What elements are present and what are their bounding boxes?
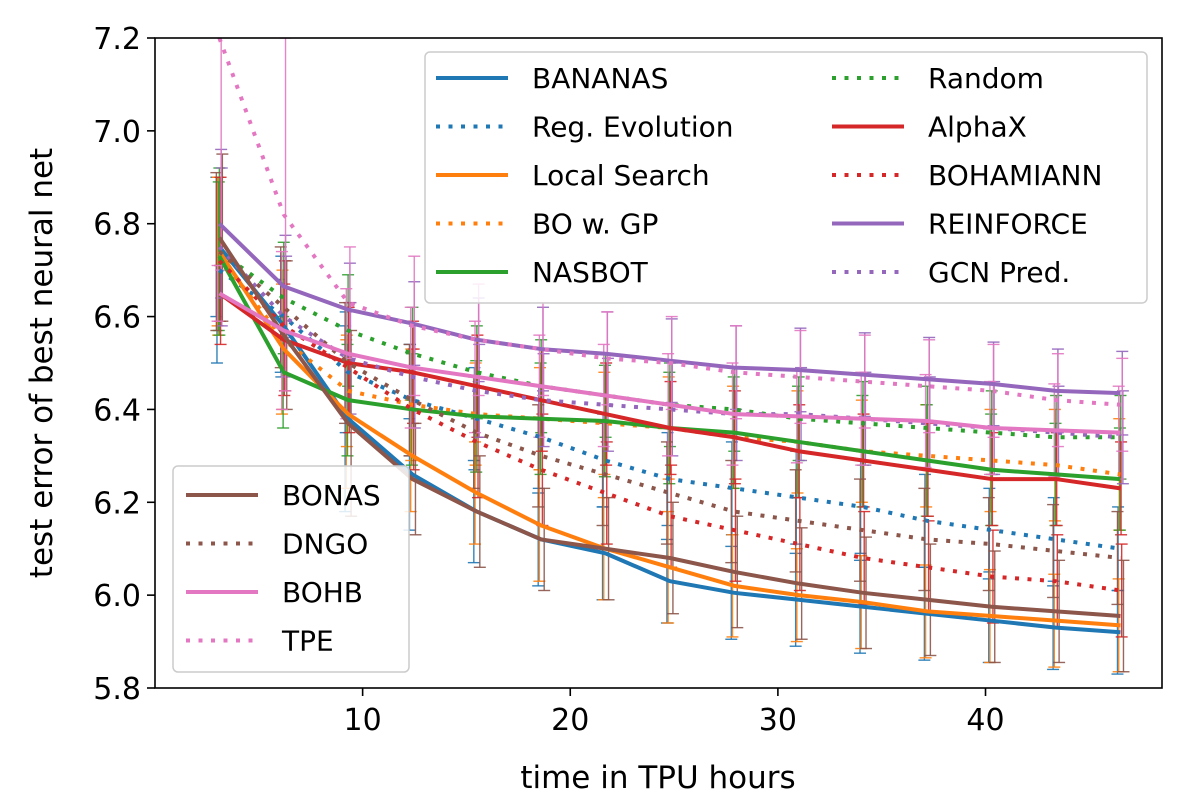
legend-label-dngo: DNGO <box>282 528 368 561</box>
y-tick-label: 6.4 <box>93 393 141 428</box>
tpe-line <box>217 38 1121 407</box>
legend-entry-reinforce: REINFORCE <box>832 208 1088 241</box>
legend-entry-gcn-pred: GCN Pred. <box>832 256 1070 289</box>
legend-label-bananas: BANANAS <box>532 62 668 95</box>
legend-label-bohamiann: BOHAMIANN <box>928 159 1102 192</box>
x-tick-label: 30 <box>759 703 797 738</box>
legend-entry-bananas: BANANAS <box>436 62 668 95</box>
legend-entry-local-search: Local Search <box>436 159 710 192</box>
legend-label-bonas: BONAS <box>282 479 381 512</box>
legend-label-random: Random <box>928 62 1044 95</box>
legend-entry-dngo: DNGO <box>186 528 368 561</box>
y-axis-title: test error of best neural net <box>24 148 60 578</box>
y-tick-label: 7.2 <box>93 22 141 57</box>
plot-frame <box>154 37 1163 689</box>
legend-label-local-search: Local Search <box>532 159 710 192</box>
legend-main: BANANAS Reg. Evolution Local Search BO w. G… <box>424 51 1148 304</box>
bohb-line <box>218 291 1121 435</box>
y-tick-label: 6.8 <box>93 208 141 243</box>
x-axis-title: time in TPU hours <box>520 760 795 796</box>
legend-label-reinforce: REINFORCE <box>928 208 1088 241</box>
legend-entry-nasbot: NASBOT <box>436 256 649 289</box>
legend-label-nasbot: NASBOT <box>532 256 649 289</box>
legend-entry-bohb: BOHB <box>186 576 363 609</box>
legend-label-tpe: TPE <box>281 625 334 658</box>
y-tick-label: 7.0 <box>93 115 141 150</box>
y-tick-label: 5.8 <box>93 672 141 707</box>
legend-secondary: BONAS DNGO BOHB TPE <box>172 465 410 673</box>
local-search-line <box>217 250 1121 628</box>
y-tick-label: 6.0 <box>93 579 141 614</box>
bonas-line <box>217 236 1121 619</box>
reg-evolution-line <box>218 268 1121 551</box>
legend-label-gcn-pred: GCN Pred. <box>928 256 1070 289</box>
axes-layer: 10 20 30 40 5.8 6.0 6.2 6.4 6.6 6.8 7.0 7.2 <box>93 22 1004 738</box>
y-tick-label: 6.6 <box>93 301 141 336</box>
x-tick-label: 20 <box>551 703 589 738</box>
x-tick-label: 40 <box>966 703 1004 738</box>
legend-entry-bohamiann: BOHAMIANN <box>832 159 1102 192</box>
bo-w-gp-line <box>217 254 1121 477</box>
legend-main-box <box>424 51 1148 304</box>
legend-label-bohb: BOHB <box>282 576 363 609</box>
y-tick-label: 6.2 <box>93 486 141 521</box>
legend-label-alphax: AlphaX <box>928 111 1027 144</box>
legend-entry-alphax: AlphaX <box>832 111 1027 144</box>
legend-entry-tpe: TPE <box>186 625 334 658</box>
legend-entry-reg-evolution: Reg. Evolution <box>436 111 734 144</box>
legend-label-reg-evolution: Reg. Evolution <box>532 111 734 144</box>
reinforce-line <box>217 222 1121 396</box>
legend-entry-random: Random <box>832 62 1044 95</box>
alphax-line <box>218 291 1121 491</box>
bananas-line <box>217 245 1121 635</box>
x-tick-label: 10 <box>344 703 382 738</box>
legend-entry-bo-w-gp: BO w. GP <box>436 208 658 241</box>
series-lines-layer <box>217 38 1121 635</box>
legend-secondary-box <box>172 465 410 673</box>
legend-label-bo-w-gp: BO w. GP <box>532 208 658 241</box>
legend-entry-bonas: BONAS <box>186 479 381 512</box>
